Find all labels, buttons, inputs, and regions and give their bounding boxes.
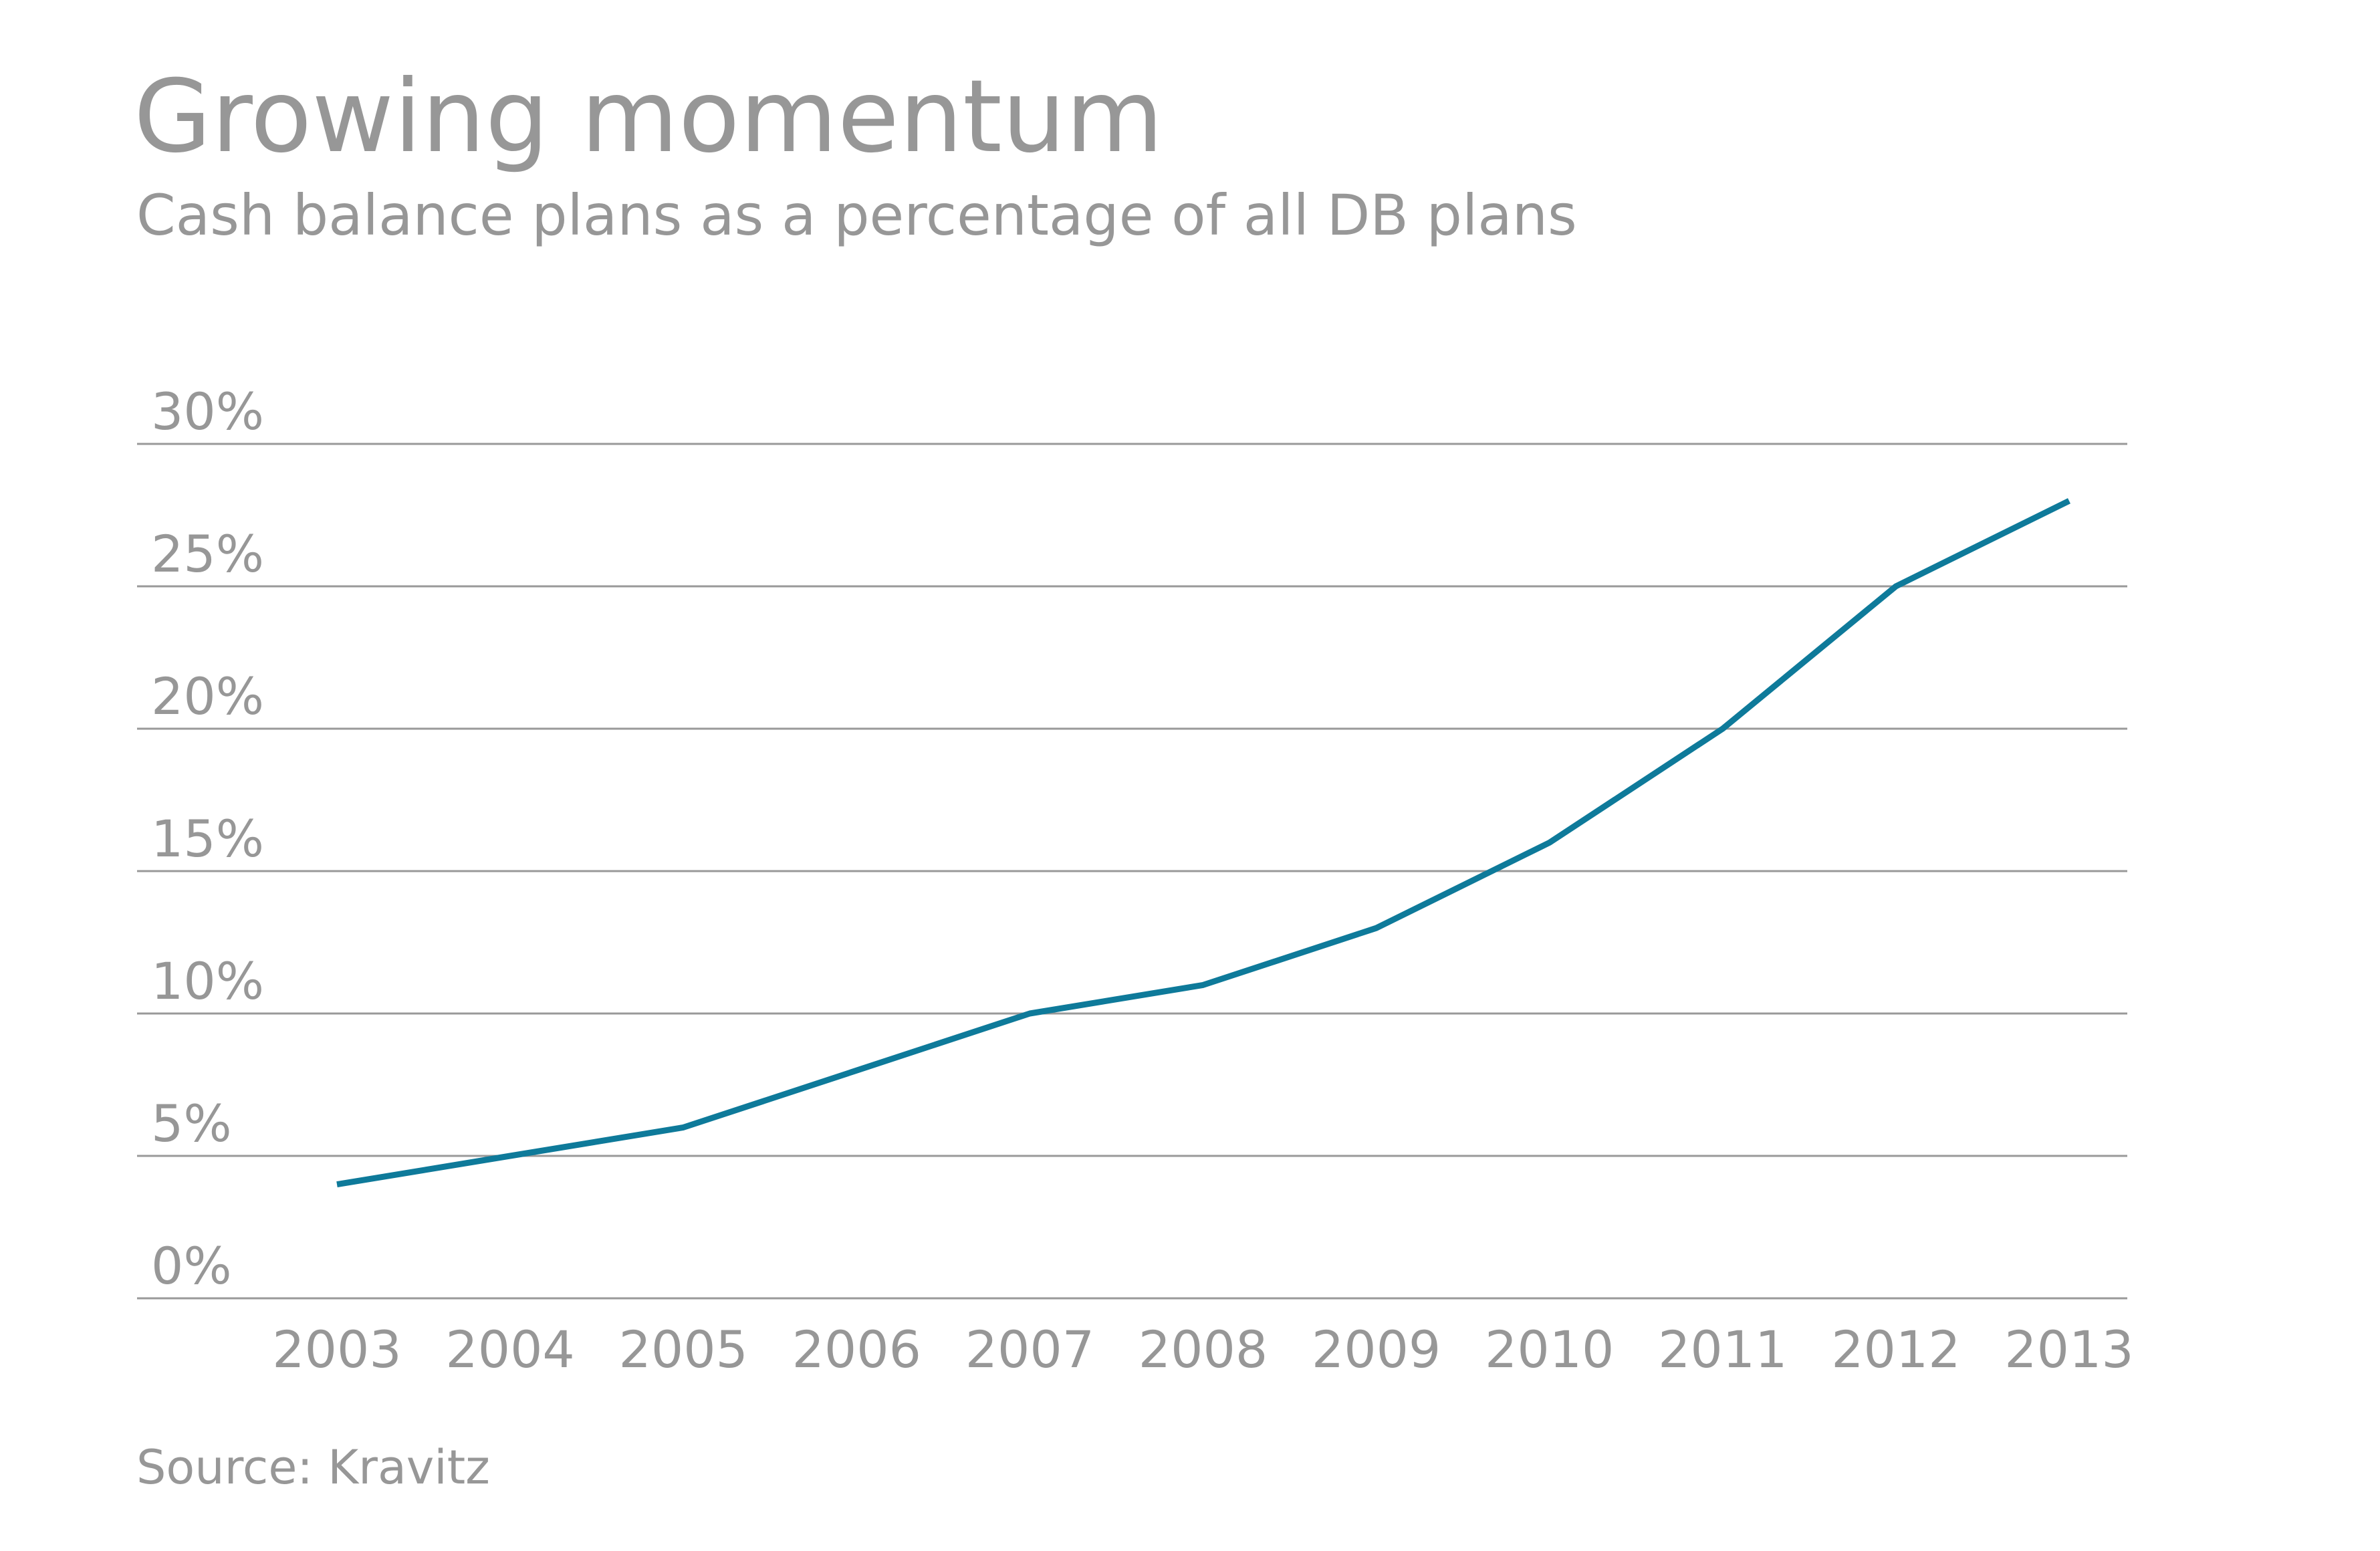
x-tick-label: 2013 <box>2004 1320 2133 1379</box>
x-tick-label: 2006 <box>792 1320 921 1379</box>
y-tick-label: 20% <box>151 667 264 726</box>
x-tick-label: 2009 <box>1312 1320 1441 1379</box>
chart-subtitle: Cash balance plans as a percentage of al… <box>136 183 1577 248</box>
y-tick-label: 5% <box>151 1094 232 1153</box>
chart-source: Source: Kravitz <box>136 1440 490 1495</box>
y-tick-label: 0% <box>151 1236 232 1296</box>
y-tick-label: 15% <box>151 809 264 868</box>
x-tick-label: 2003 <box>272 1320 401 1379</box>
chart-title: Growing momentum <box>134 59 1164 175</box>
x-tick-label: 2005 <box>618 1320 747 1379</box>
y-tick-label: 25% <box>151 524 264 584</box>
x-tick-label: 2011 <box>1658 1320 1787 1379</box>
x-tick-label: 2010 <box>1485 1320 1614 1379</box>
series-line <box>336 498 2070 1188</box>
x-tick-label: 2004 <box>445 1320 574 1379</box>
x-tick-label: 2008 <box>1139 1320 1268 1379</box>
x-tick-label: 2012 <box>1831 1320 1960 1379</box>
y-tick-label: 10% <box>151 951 264 1011</box>
x-tick-label: 2007 <box>965 1320 1094 1379</box>
y-tick-label: 30% <box>151 382 264 441</box>
